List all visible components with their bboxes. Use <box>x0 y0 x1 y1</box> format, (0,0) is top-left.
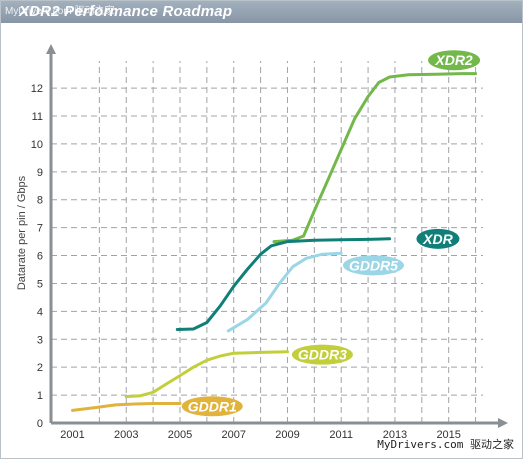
series-line-xdr <box>175 237 392 331</box>
series-label-xdr2: XDR2 <box>428 50 481 71</box>
chart-title: XDR2 Performance Roadmap <box>19 3 233 20</box>
watermark-top: MyDrivers.com 驱动之家 <box>5 6 115 17</box>
y-tick-label: 1 <box>37 390 43 402</box>
x-tick-label: 2007 <box>221 429 245 441</box>
y-tick-label: 11 <box>32 111 43 123</box>
series-line-xdr2 <box>272 72 478 244</box>
series-label-gddr5: GDDR5 <box>342 255 404 276</box>
y-tick-label: 12 <box>31 83 43 95</box>
y-tick-label: 5 <box>37 278 43 290</box>
y-tick-label: 10 <box>31 139 43 151</box>
y-axis-label: Datarate per pin / Gbps <box>16 175 28 290</box>
y-tick-label: 6 <box>37 251 43 263</box>
watermark-bottom: MyDrivers.com 驱动之家 <box>377 438 514 451</box>
x-tick-label: 2001 <box>60 429 84 441</box>
axis-layer <box>46 44 508 428</box>
series-label-pill <box>342 255 404 276</box>
y-tick-label: 0 <box>37 418 43 430</box>
series-line-gddr5 <box>226 251 343 333</box>
x-tick-label: 2013 <box>383 429 407 441</box>
y-tick-label: 2 <box>37 362 43 374</box>
series-layer <box>71 72 478 412</box>
series-label-xdr: XDR <box>416 228 460 249</box>
series-label-text: GDDR1 <box>188 398 237 414</box>
series-label-pill <box>181 396 243 417</box>
series-label-pill <box>416 228 460 249</box>
title-bar: MyDrivers.com 驱动之家 XDR2 Performance Road… <box>1 1 522 23</box>
x-tick-label: 2011 <box>329 429 353 441</box>
y-tick-label: 7 <box>37 223 43 235</box>
x-tick-label: 2009 <box>275 429 299 441</box>
series-line-gddr3 <box>124 350 289 398</box>
series-line-gddr1 <box>71 402 182 412</box>
x-tick-label: 2003 <box>114 429 138 441</box>
series-label-text: XDR <box>422 231 453 247</box>
series-label-pill <box>428 50 481 71</box>
series-label-gddr3: GDDR3 <box>291 344 353 365</box>
series-label-text: GDDR3 <box>298 347 347 363</box>
series-label-gddr1: GDDR1 <box>181 396 243 417</box>
x-tick-label: 2005 <box>168 429 192 441</box>
y-tick-label: 3 <box>37 334 43 346</box>
series-label-pill <box>291 344 353 365</box>
series-label-layer: XDR2 XDR GDDR5 GDDR3 GDDR1 <box>181 50 481 417</box>
x-tick-label: 2015 <box>436 429 460 441</box>
y-tick-label: 4 <box>37 306 43 318</box>
y-tick-label: 8 <box>37 195 43 207</box>
series-label-text: XDR2 <box>434 52 473 68</box>
series-label-text: GDDR5 <box>349 257 398 273</box>
y-tick-label: 9 <box>37 167 43 179</box>
